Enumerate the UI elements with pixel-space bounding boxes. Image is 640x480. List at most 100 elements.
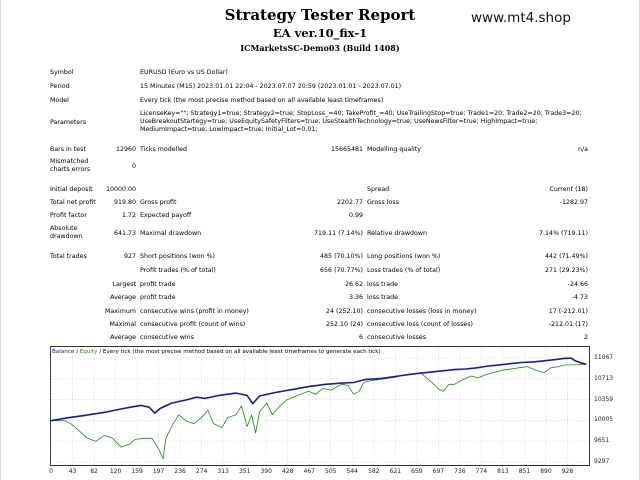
server-name: ICMarketsSC-Demo03 (Build 1408) [240, 43, 400, 53]
absdd-value: 641.73 [113, 230, 136, 237]
x-tick-label: 236 [174, 468, 186, 475]
llt-value: -24.66 [567, 281, 588, 288]
mismatch-value: 0 [131, 163, 136, 170]
grossprofit-label: Gross profit [140, 199, 177, 206]
legend-equity: Equity [79, 349, 98, 355]
x-tick-label: 851 [518, 468, 531, 475]
legend-note: / Every tick (the most precise method ba… [97, 349, 381, 355]
deposit-label: Initial deposit [50, 186, 93, 193]
x-tick-label: 428 [281, 468, 294, 475]
ea-name: EA ver.10_fix-1 [272, 26, 368, 40]
acw-label: consecutive wins [140, 334, 194, 341]
ptrades-label: Profit trades (% of total) [140, 267, 216, 274]
grossloss-value: -1282.97 [559, 199, 588, 206]
deposit-value: 10000.00 [105, 186, 136, 193]
apt-label: profit trade [140, 294, 176, 301]
ep-value: 0.99 [348, 212, 363, 219]
x-tick-label: 467 [303, 468, 315, 475]
short-label: Short positions (won %) [140, 253, 216, 260]
params-value: LicenseKey=""; Strategy1=true; Strategy2… [140, 110, 582, 133]
y-tick-label: 10713 [594, 374, 614, 382]
y-tick-label: 11067 [594, 354, 614, 361]
y-tick-label: 9651 [594, 437, 610, 445]
ltrades-label: Loss trades (% of total) [367, 267, 441, 274]
clc-value: -212.01 (17) [548, 321, 588, 328]
grossloss-label: Gross loss [367, 199, 399, 206]
symbol-label: Symbol [50, 69, 74, 76]
cwm-value: 24 (252.10) [326, 308, 363, 315]
maximum-label: Maximum [104, 308, 136, 315]
y-tick-label: 10005 [594, 416, 614, 424]
model-label: Model [50, 97, 69, 104]
x-tick-label: 390 [260, 468, 272, 475]
alt-label: loss trade [367, 294, 398, 301]
x-tick-label: 736 [454, 468, 466, 475]
report-title: Strategy Tester Report [224, 6, 416, 24]
reldd-value: 7.14% (719.11) [539, 230, 588, 237]
period-value: 15 Minutes (M15) 2023.01.01 22:04 - 2023… [140, 83, 402, 90]
trades-value: 927 [123, 253, 136, 260]
clm-label: consecutive losses (loss in money) [367, 308, 477, 315]
clm-value: 17 (-212.01) [548, 308, 588, 315]
cpc-value: 252.10 (24) [326, 321, 363, 328]
chart-lines [50, 357, 587, 460]
acw-value: 6 [358, 334, 363, 341]
chart-legend: Balance / Equity / Every tick (the most … [52, 348, 381, 356]
quality-value: n/a [578, 146, 588, 153]
y-tick-label: 10359 [594, 395, 614, 403]
x-tick-label: 697 [432, 468, 445, 475]
x-tick-label: 813 [497, 468, 509, 475]
cpc-label: consecutive profit (count of wins) [140, 321, 246, 328]
netprofit-label: Total net profit [50, 199, 96, 206]
spread-value: Current (18) [549, 186, 588, 193]
balance-line [50, 357, 587, 422]
absdd-label: Absolute drawdown [50, 225, 83, 240]
cwm-label: consecutive wins (profit in money) [140, 308, 249, 315]
bars-label: Bars in test [50, 146, 86, 153]
apt-value: 3.36 [348, 294, 363, 301]
clc-label: consecutive loss (count of losses) [367, 321, 473, 328]
x-tick-label: 159 [131, 468, 143, 475]
x-tick-label: 351 [238, 468, 251, 475]
equity-line [51, 363, 587, 460]
largest-label: Largest [112, 281, 136, 288]
x-tick-label: 197 [152, 468, 165, 475]
ticks-label: Ticks modelled [140, 146, 188, 153]
symbol-value: EURUSD (Euro vs US Dollar) [140, 69, 228, 76]
x-tick-label: 274 [195, 468, 208, 475]
quality-label: Modelling quality [367, 146, 421, 153]
maxdd-label: Maximal drawdown [140, 230, 202, 237]
alt-value: -4.73 [571, 294, 588, 301]
period-label: Period [50, 83, 70, 90]
netprofit-value: 919.80 [113, 199, 136, 206]
long-value: 442 (71.49%) [545, 253, 588, 260]
x-tick-label: 43 [68, 468, 77, 475]
acl-label: consecutive losses [367, 334, 427, 341]
x-tick-label: 582 [368, 468, 380, 475]
maximal-label: Maximal [109, 321, 136, 328]
x-tick-label: 505 [325, 468, 337, 475]
x-tick-label: 621 [389, 468, 402, 475]
llt-label: loss trade [367, 281, 398, 288]
acl-value: 2 [583, 334, 588, 341]
x-tick-label: 890 [540, 468, 552, 475]
ptrades-value: 656 (70.77%) [320, 267, 363, 274]
grossprofit-value: 2202.77 [336, 199, 363, 206]
x-tick-label: 774 [475, 468, 488, 475]
lpt-value: 26.62 [344, 281, 363, 288]
bars-value: 12960 [115, 146, 136, 153]
average-label: Average [110, 294, 136, 301]
x-tick-label: 0 [49, 468, 53, 475]
params-label: Parameters [50, 119, 87, 126]
model-value: Every tick (the most precise method base… [140, 97, 384, 104]
pf-label: Profit factor [50, 212, 87, 219]
reldd-label: Relative drawdown [367, 230, 427, 237]
x-tick-label: 82 [90, 468, 98, 475]
x-tick-label: 928 [561, 468, 574, 475]
average2-label: Average [110, 334, 136, 341]
pf-value: 1.72 [121, 212, 136, 219]
x-tick-label: 313 [217, 468, 229, 475]
maxdd-value: 719.11 (7.14%) [314, 230, 363, 237]
long-label: Long positions (won %) [367, 253, 441, 260]
legend-balance: Balance [52, 349, 75, 355]
